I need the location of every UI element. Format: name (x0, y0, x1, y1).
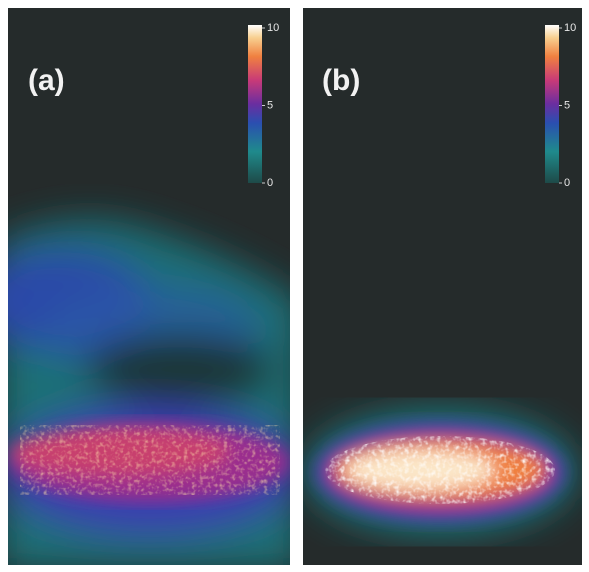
panel-label: (a) (28, 64, 65, 97)
panel-label: (b) (322, 64, 360, 97)
colorbar-tick-label: 5 (564, 99, 570, 111)
colorbar (248, 25, 262, 183)
colorbar-tick-label: 10 (267, 22, 279, 34)
page: {"panels": [ {"label": "(a)", "colorbar"… (0, 0, 589, 572)
colorbar-tick-label: 10 (564, 22, 576, 34)
colorbar (545, 25, 559, 183)
colorbar-tick-label: 0 (564, 177, 570, 189)
colorbar-tick-label: 5 (267, 99, 273, 111)
colorbar-tick-label: 0 (267, 177, 273, 189)
figure: (a) (b) 0 5 10 0 5 10 (0, 0, 589, 572)
